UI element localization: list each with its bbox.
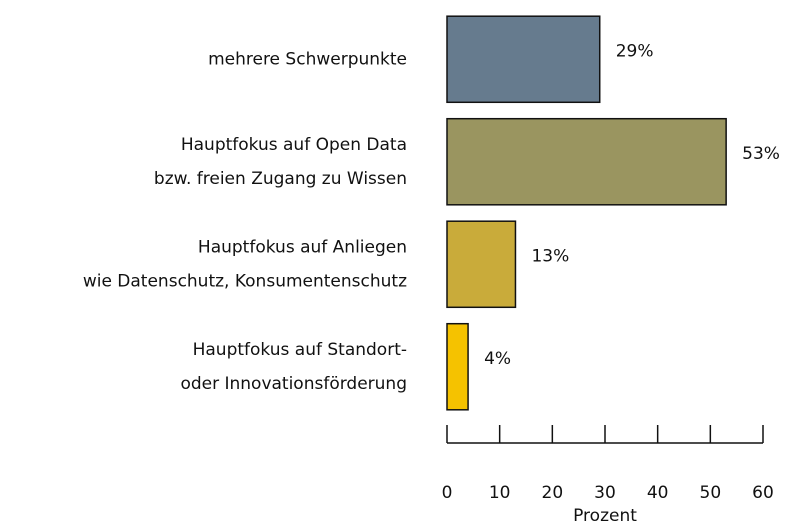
category-label: mehrere Schwerpunkte — [208, 49, 407, 69]
category-label: bzw. freien Zugang zu Wissen — [154, 169, 407, 189]
bar — [446, 117, 727, 206]
category-label: Hauptfokus auf Anliegen — [198, 237, 407, 257]
x-tick-label: 0 — [442, 483, 453, 503]
bar — [446, 15, 601, 104]
category-label: Hauptfokus auf Open Data — [181, 135, 407, 155]
bar — [446, 220, 517, 309]
category-label: Hauptfokus auf Standort- — [193, 340, 407, 360]
x-tick-label: 50 — [700, 483, 722, 503]
x-tick-label: 30 — [594, 483, 616, 503]
value-label: 53% — [742, 144, 780, 164]
value-label: 13% — [531, 246, 569, 266]
x-axis-label: Prozent — [573, 506, 637, 525]
value-label: 29% — [616, 41, 654, 61]
bar — [446, 322, 469, 411]
x-tick-label: 40 — [647, 483, 669, 503]
x-tick-label: 60 — [752, 483, 774, 503]
value-label: 4% — [484, 349, 511, 369]
x-tick-label: 10 — [489, 483, 511, 503]
category-label: wie Datenschutz, Konsumentenschutz — [83, 271, 407, 291]
x-tick-label: 20 — [542, 483, 564, 503]
category-label: oder Innovationsförderung — [180, 374, 407, 394]
